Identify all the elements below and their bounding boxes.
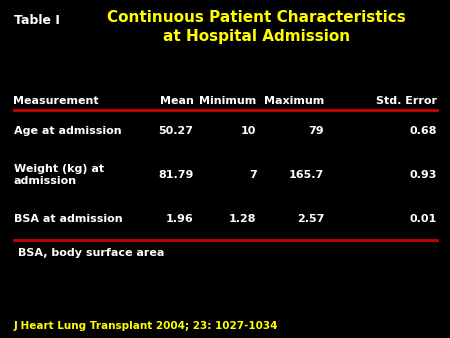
Text: BSA, body surface area: BSA, body surface area xyxy=(18,248,164,259)
Text: 1.96: 1.96 xyxy=(166,214,194,224)
Text: Age at admission: Age at admission xyxy=(14,126,121,136)
Text: Maximum: Maximum xyxy=(264,96,324,106)
Text: 79: 79 xyxy=(308,126,324,136)
Text: 50.27: 50.27 xyxy=(158,126,194,136)
Text: Table I: Table I xyxy=(14,14,59,26)
Text: 2.57: 2.57 xyxy=(297,214,324,224)
Text: 81.79: 81.79 xyxy=(158,170,194,180)
Text: Std. Error: Std. Error xyxy=(375,96,436,106)
Text: J Heart Lung Transplant 2004; 23: 1027-1034: J Heart Lung Transplant 2004; 23: 1027-1… xyxy=(14,321,278,331)
Text: 7: 7 xyxy=(249,170,256,180)
Text: Mean: Mean xyxy=(160,96,194,106)
Text: Weight (kg) at
admission: Weight (kg) at admission xyxy=(14,164,104,186)
Text: BSA at admission: BSA at admission xyxy=(14,214,122,224)
Text: Minimum: Minimum xyxy=(199,96,256,106)
Text: 0.93: 0.93 xyxy=(409,170,436,180)
Text: 165.7: 165.7 xyxy=(289,170,324,180)
Text: 0.01: 0.01 xyxy=(409,214,436,224)
Text: Continuous Patient Characteristics
at Hospital Admission: Continuous Patient Characteristics at Ho… xyxy=(107,10,406,44)
Text: Measurement: Measurement xyxy=(14,96,99,106)
Text: 10: 10 xyxy=(241,126,256,136)
Text: 1.28: 1.28 xyxy=(229,214,256,224)
Text: 0.68: 0.68 xyxy=(409,126,436,136)
